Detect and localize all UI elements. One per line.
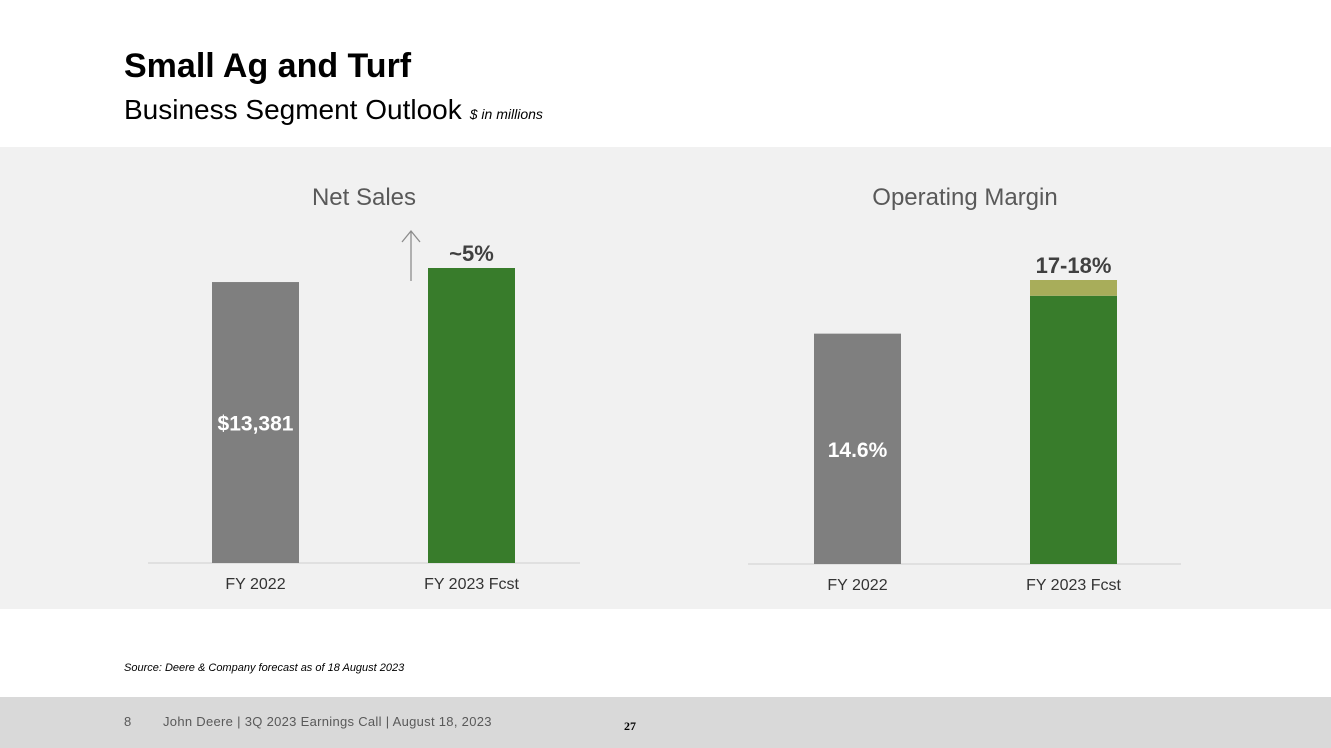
charts-panel: Net Sales FY 2022 FY 2023 Fcst $13,381 ~5% Op… [0,147,1331,609]
chart2-data-label-1: 14.6% [828,439,888,462]
chart2-bar-1 [814,333,901,564]
chart2-title: Operating Margin [872,184,1057,211]
slide-title: Small Ag and Turf [124,47,412,85]
chart1-tick-label-2: FY 2023 Fcst [424,576,519,593]
chart1-title: Net Sales [312,184,416,211]
chart1-data-label-2: ~5% [449,241,494,266]
chart1-tick-label-1: FY 2022 [225,576,285,593]
chart1-bar-1 [212,282,299,563]
footer-page-number: 8 [124,714,132,729]
chart2-range-band [1030,280,1117,296]
unit-note: $ in millions [469,106,543,122]
chart2-tick-label-2: FY 2023 Fcst [1026,577,1121,594]
slide-number: 27 [624,719,636,733]
chart1-data-label-1: $13,381 [218,413,294,436]
chart2-bar-2 [1030,295,1117,564]
source-note: Source: Deere & Company forecast as of 1… [124,662,405,674]
chart2-tick-label-1: FY 2022 [827,577,887,594]
up-arrow-icon [401,229,421,243]
footer-text: John Deere | 3Q 2023 Earnings Call | Aug… [163,714,492,729]
chart1-bar-2 [428,268,515,563]
chart2-data-label-2: 17-18% [1036,253,1112,278]
slide-subtitle: Business Segment Outlook [124,94,462,125]
footer-bar: 8 John Deere | 3Q 2023 Earnings Call | A… [0,697,1331,748]
subtitle-line: Business Segment Outlook $ in millions [124,92,543,133]
charts-svg: Net Sales FY 2022 FY 2023 Fcst $13,381 ~5% Op… [148,184,1181,594]
